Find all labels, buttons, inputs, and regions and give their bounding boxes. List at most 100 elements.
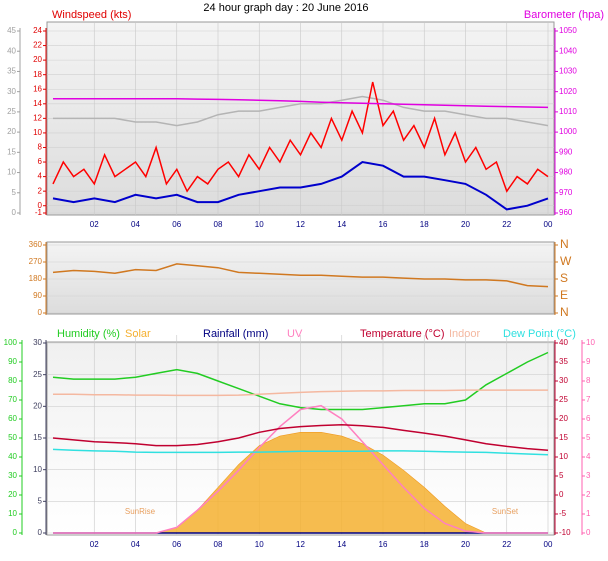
y-tick-label: 180	[29, 274, 43, 283]
y-tick-label: 90	[8, 357, 17, 366]
line	[53, 404, 548, 534]
y-tick-label: 7	[586, 395, 591, 404]
line	[52, 81, 549, 193]
x-tick-label: 00	[544, 220, 553, 229]
y-tick-label: 70	[8, 395, 17, 404]
y-tick-label: 20	[33, 55, 42, 64]
legend-entry: Humidity (%)	[57, 328, 120, 340]
x-tick-label: 20	[461, 220, 470, 229]
y-tick-label: 0	[586, 528, 591, 537]
y-tick-label: 24	[33, 26, 42, 35]
y-tick-label: 40	[559, 338, 568, 347]
y-tick-label: E	[560, 288, 568, 302]
x-tick-label: 04	[131, 540, 140, 549]
x-tick-label: 14	[337, 220, 346, 229]
x-tick-label: 22	[502, 540, 511, 549]
y-tick-label: 25	[559, 395, 568, 404]
x-tick-label: 22	[502, 220, 511, 229]
y-tick-label: 14	[33, 99, 42, 108]
x-tick-label: 08	[214, 220, 223, 229]
y-tick-label: 0	[559, 490, 564, 499]
y-tick-label: 20	[559, 414, 568, 423]
y-tick-label: 1000	[559, 127, 577, 136]
y-tick-label: 2	[38, 186, 43, 195]
y-tick-label: 10	[8, 509, 17, 518]
y-tick-label: 60	[8, 414, 17, 423]
y-tick-label: 20	[33, 401, 42, 410]
y-tick-label: 16	[33, 84, 42, 93]
x-tick-label: 10	[255, 220, 264, 229]
x-tick-label: 14	[337, 540, 346, 549]
y-tick-label: 25	[7, 107, 16, 116]
y-tick-label: 30	[8, 471, 17, 480]
line	[53, 95, 549, 127]
y-tick-label: 5	[38, 496, 43, 505]
x-tick-label: 16	[379, 540, 388, 549]
legend-entry: Temperature (°C)	[360, 328, 444, 340]
y-tick-label: 12	[33, 113, 42, 122]
y-tick-label: 80	[8, 376, 17, 385]
y-tick-label: W	[560, 254, 572, 268]
y-tick-label: 360	[29, 240, 43, 249]
x-tick-label: 08	[214, 540, 223, 549]
x-tick-label: 06	[172, 540, 181, 549]
line	[52, 263, 549, 288]
chart-title: 24 hour graph day : 20 June 2016	[203, 2, 368, 14]
y-tick-label: 0	[12, 208, 17, 217]
y2-axis-label: Barometer (hpa)	[524, 9, 604, 21]
y-tick-label: 30	[33, 338, 42, 347]
y-tick-label: 1030	[559, 67, 577, 76]
y-tick-label: 10	[559, 452, 568, 461]
y-tick-label: 2	[586, 490, 591, 499]
y-tick-label: 35	[559, 357, 568, 366]
legend-entry: UV	[287, 328, 303, 340]
y-tick-label: 10	[586, 338, 595, 347]
line	[53, 389, 548, 397]
y-tick-label: 5	[586, 433, 591, 442]
y-tick-label: 1	[586, 509, 591, 518]
y-tick-label: 30	[7, 87, 16, 96]
y-tick-label: 0	[13, 528, 18, 537]
line	[52, 160, 549, 211]
y-tick-label: 8	[586, 376, 591, 385]
line	[52, 423, 549, 451]
y-tick-label: 40	[7, 46, 16, 55]
x-tick-label: 02	[90, 220, 99, 229]
y-tick-label: 45	[7, 26, 16, 35]
y-tick-label: 5	[559, 471, 564, 480]
y-tick-label: 10	[33, 465, 42, 474]
legend-entry: Dew Point (°C)	[503, 328, 576, 340]
x-tick-label: 02	[90, 540, 99, 549]
x-tick-label: 12	[296, 540, 305, 549]
y-tick-label: 0	[38, 308, 43, 317]
x-tick-label: 20	[461, 540, 470, 549]
line	[52, 351, 549, 411]
y-tick-label: 15	[559, 433, 568, 442]
y-tick-label: 6	[38, 157, 43, 166]
annotation: SunRise	[125, 507, 156, 516]
y-tick-label: 1040	[559, 46, 577, 55]
x-tick-label: 18	[420, 540, 429, 549]
y-tick-label: 3	[586, 471, 591, 480]
x-tick-label: 00	[544, 540, 553, 549]
y-tick-label: 10	[7, 168, 16, 177]
y-tick-label: 22	[33, 41, 42, 50]
y-tick-label: 40	[8, 452, 17, 461]
legend-entry: Indoor	[449, 328, 481, 340]
annotation: SunSet	[492, 507, 519, 516]
y-tick-label: 960	[559, 208, 573, 217]
y-tick-label: 990	[559, 147, 573, 156]
y-axis-label: Windspeed (kts)	[52, 9, 131, 21]
y-tick-label: 9	[586, 357, 591, 366]
y-tick-label: 5	[12, 188, 17, 197]
y-tick-label: -1	[35, 208, 43, 217]
y-tick-label: 970	[559, 188, 573, 197]
y-tick-label: 4	[38, 172, 43, 181]
line	[53, 97, 549, 109]
y-tick-label: 4	[586, 452, 591, 461]
x-tick-label: 12	[296, 220, 305, 229]
legend-entry: Rainfall (mm)	[203, 328, 268, 340]
y-tick-label: 1020	[559, 87, 577, 96]
y-tick-label: 20	[7, 127, 16, 136]
